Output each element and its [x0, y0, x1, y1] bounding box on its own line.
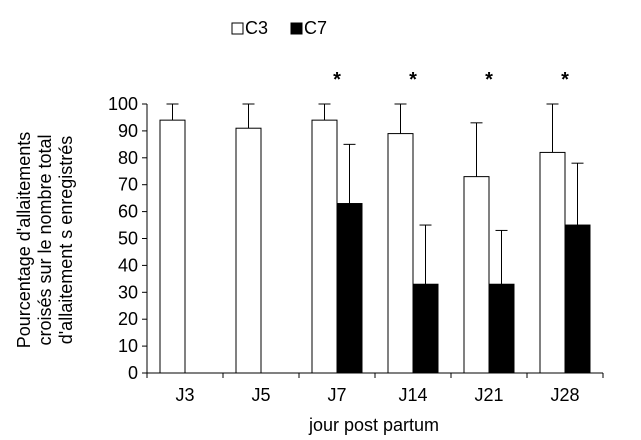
y-axis-label-line-2: croisés sur le nombre total — [35, 134, 55, 345]
significance-marker: * — [485, 69, 493, 91]
y-axis-label-line-3: d'allaitement s enregistrés — [56, 136, 76, 345]
bar-c3-j5 — [235, 127, 262, 374]
x-axis-label: jour post partum — [308, 415, 439, 435]
legend-label-c7: C7 — [304, 18, 327, 38]
bar-c7-j21 — [488, 283, 515, 374]
y-tick-label: 100 — [108, 94, 138, 114]
y-tick-label: 70 — [118, 175, 138, 195]
y-tick-label: 50 — [118, 229, 138, 249]
bar-c3-j3 — [159, 119, 186, 374]
bar-c7-j14 — [412, 283, 439, 374]
legend-swatch-c7 — [290, 22, 303, 35]
bar-c3-j21 — [463, 176, 490, 374]
x-tick-label: J14 — [398, 385, 427, 405]
y-tick-label: 0 — [128, 363, 138, 383]
y-tick-label: 20 — [118, 309, 138, 329]
x-tick-label: J7 — [327, 385, 346, 405]
y-tick-label: 80 — [118, 148, 138, 168]
y-axis-label: Pourcentage d'allaitements croisés sur l… — [14, 132, 76, 349]
bar-c3-j14 — [387, 133, 414, 374]
y-tick-label: 60 — [118, 202, 138, 222]
significance-marker: * — [409, 69, 417, 91]
y-tick-label: 90 — [118, 121, 138, 141]
y-tick-label: 10 — [118, 336, 138, 356]
y-tick-label: 40 — [118, 255, 138, 275]
bar-c3-j7 — [311, 119, 338, 374]
bar-c7-j7 — [336, 203, 363, 374]
significance-marker: * — [333, 69, 341, 91]
x-tick-label: J21 — [474, 385, 503, 405]
x-tick-label: J3 — [175, 385, 194, 405]
legend: C3 C7 — [231, 18, 327, 38]
legend-swatch-c3 — [231, 22, 244, 35]
plot-area: 0 10 20 30 40 50 60 70 80 90 100 J3 J5 J7 * J14 * J21 * J28… — [108, 69, 604, 405]
y-tick-label: 30 — [118, 282, 138, 302]
significance-marker: * — [561, 69, 569, 91]
y-axis-label-line-1: Pourcentage d'allaitements — [14, 132, 34, 349]
x-tick-label: J28 — [550, 385, 579, 405]
bar-c3-j28 — [539, 151, 566, 374]
bar-c7-j28 — [564, 224, 591, 374]
legend-label-c3: C3 — [245, 18, 268, 38]
x-tick-label: J5 — [251, 385, 270, 405]
